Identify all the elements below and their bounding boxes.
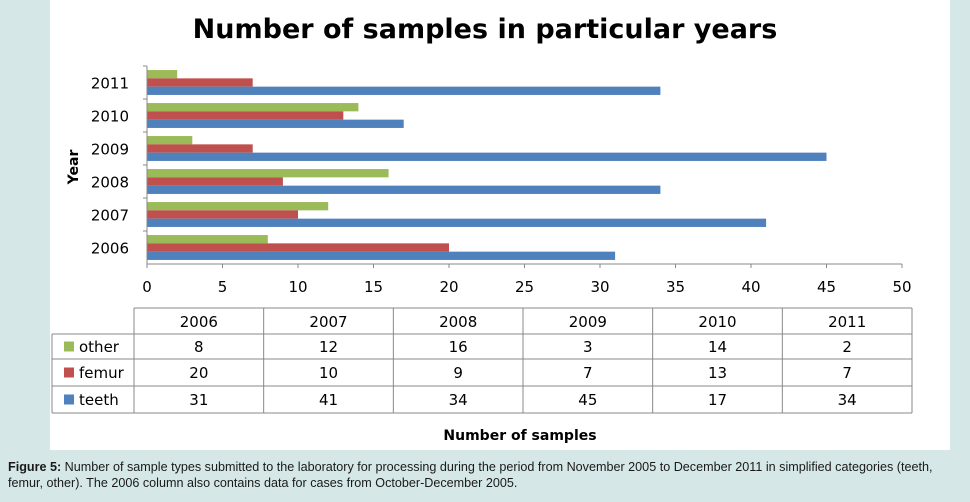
bar-femur-2011 [147, 78, 253, 87]
figure-caption: Figure 5: Number of sample types submitt… [8, 459, 963, 491]
x-tick-label-15: 15 [364, 278, 383, 296]
chart-panel: Number of samples in particular years Ye… [50, 0, 950, 450]
table-header-2010: 2010 [698, 313, 736, 331]
bar-femur-2010 [147, 111, 344, 120]
table-header-2011: 2011 [828, 313, 866, 331]
bar-teeth-2007 [147, 218, 767, 227]
bar-other-2008 [147, 169, 389, 178]
table-cell-other-2011: 2 [842, 338, 852, 356]
bar-other-2007 [147, 202, 329, 211]
table-cell-femur-2010: 13 [708, 364, 727, 382]
table-cell-teeth-2007: 41 [319, 391, 338, 409]
bar-femur-2008 [147, 177, 283, 186]
bar-chart: Number of samples in particular years Ye… [51, 14, 913, 444]
x-tick-label-20: 20 [439, 278, 458, 296]
y-axis-label: Year [66, 150, 82, 186]
legend-swatch-femur [64, 367, 74, 378]
bar-teeth-2009 [147, 152, 827, 161]
bar-teeth-2011 [147, 86, 661, 95]
table-cell-other-2006: 8 [194, 338, 204, 356]
bar-femur-2009 [147, 144, 253, 153]
x-tick-label-40: 40 [741, 278, 760, 296]
x-tick-label-0: 0 [142, 278, 152, 296]
table-cell-femur-2008: 9 [453, 364, 463, 382]
bar-teeth-2008 [147, 185, 661, 194]
legend-label-teeth: teeth [79, 391, 119, 409]
y-tick-label-2008: 2008 [91, 174, 129, 192]
table-cell-femur-2009: 7 [583, 364, 593, 382]
table-header-2006: 2006 [180, 313, 218, 331]
x-tick-label-45: 45 [817, 278, 836, 296]
table-cell-teeth-2008: 34 [449, 391, 468, 409]
bar-other-2010 [147, 103, 359, 112]
legend-swatch-other [64, 341, 74, 352]
caption-label: Figure 5: [8, 460, 62, 474]
table-cell-other-2009: 3 [583, 338, 593, 356]
x-tick-label-30: 30 [590, 278, 609, 296]
legend-label-other: other [79, 338, 120, 356]
legend-swatch-teeth [64, 394, 74, 405]
table-cell-teeth-2011: 34 [838, 391, 857, 409]
table-header-2007: 2007 [309, 313, 347, 331]
x-tick-label-25: 25 [515, 278, 534, 296]
table-header-2009: 2009 [569, 313, 607, 331]
x-tick-label-5: 5 [218, 278, 228, 296]
table-cell-other-2008: 16 [449, 338, 468, 356]
bar-femur-2006 [147, 243, 449, 252]
bar-other-2011 [147, 70, 178, 79]
legend-label-femur: femur [79, 364, 125, 382]
caption-text: Number of sample types submitted to the … [8, 460, 933, 490]
bar-other-2009 [147, 136, 193, 145]
table-cell-teeth-2006: 31 [189, 391, 208, 409]
x-tick-label-50: 50 [892, 278, 911, 296]
table-cell-other-2007: 12 [319, 338, 338, 356]
chart-title: Number of samples in particular years [193, 14, 778, 45]
y-tick-label-2011: 2011 [91, 75, 129, 93]
y-tick-label-2007: 2007 [91, 207, 129, 225]
y-tick-label-2009: 2009 [91, 141, 129, 159]
bar-femur-2007 [147, 210, 298, 219]
bar-other-2006 [147, 235, 268, 244]
x-axis-label: Number of samples [443, 428, 596, 444]
y-tick-label-2010: 2010 [91, 108, 129, 126]
x-tick-label-35: 35 [666, 278, 685, 296]
bar-teeth-2006 [147, 251, 616, 260]
table-cell-teeth-2010: 17 [708, 391, 727, 409]
table-header-2008: 2008 [439, 313, 477, 331]
y-tick-label-2006: 2006 [91, 240, 129, 258]
bar-teeth-2010 [147, 119, 404, 128]
table-cell-femur-2006: 20 [189, 364, 208, 382]
table-cell-other-2010: 14 [708, 338, 727, 356]
table-cell-femur-2007: 10 [319, 364, 338, 382]
x-tick-label-10: 10 [288, 278, 307, 296]
table-cell-teeth-2009: 45 [578, 391, 597, 409]
table-cell-femur-2011: 7 [842, 364, 852, 382]
